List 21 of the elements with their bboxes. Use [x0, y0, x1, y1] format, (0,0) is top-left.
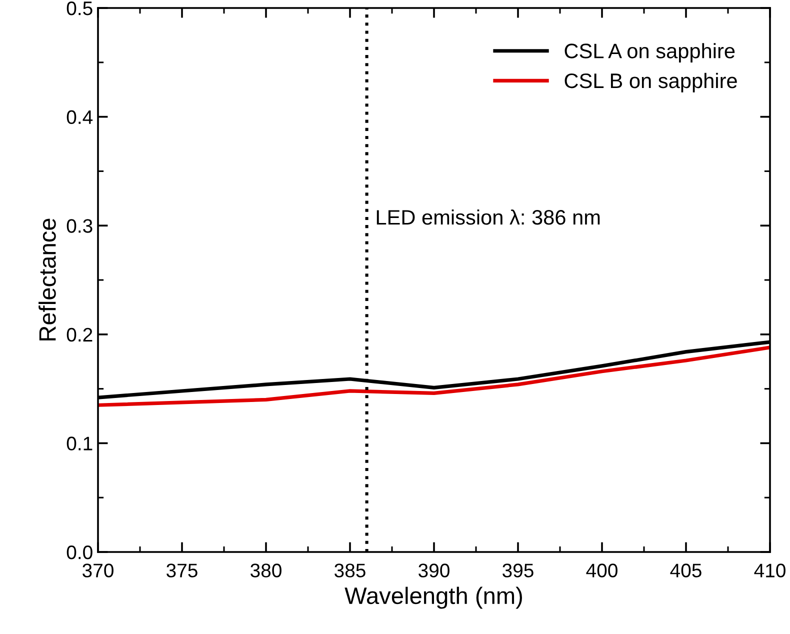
x-tick-label: 375: [166, 564, 198, 578]
line-series: [98, 346, 770, 407]
x-tick-label: 410: [754, 564, 786, 578]
ref-line-label: LED emission λ: 386 nm: [376, 209, 600, 225]
y-tick-label: 0.3: [66, 219, 92, 233]
x-tick-label: 400: [586, 564, 618, 578]
legend-label: CSL B on sapphire: [564, 72, 737, 92]
y-tick-label: 0.4: [66, 110, 93, 124]
x-tick-label: 370: [82, 564, 114, 578]
x-tick-label: 385: [334, 564, 366, 578]
y-tick-label: 0.0: [66, 545, 92, 560]
y-tick-label: 0.5: [66, 1, 92, 16]
x-tick-label: 395: [502, 564, 534, 578]
legend-label: CSL A on sapphire: [564, 43, 735, 62]
x-axis-title: Wavelength (nm): [344, 586, 522, 609]
y-axis-title: Reflectance: [38, 218, 56, 340]
y-tick-label: 0.2: [66, 328, 92, 342]
x-tick-label: 380: [250, 564, 282, 578]
y-tick-label: 0.1: [66, 436, 92, 450]
x-tick-label: 390: [418, 564, 450, 578]
x-tick-label: 405: [670, 564, 702, 578]
